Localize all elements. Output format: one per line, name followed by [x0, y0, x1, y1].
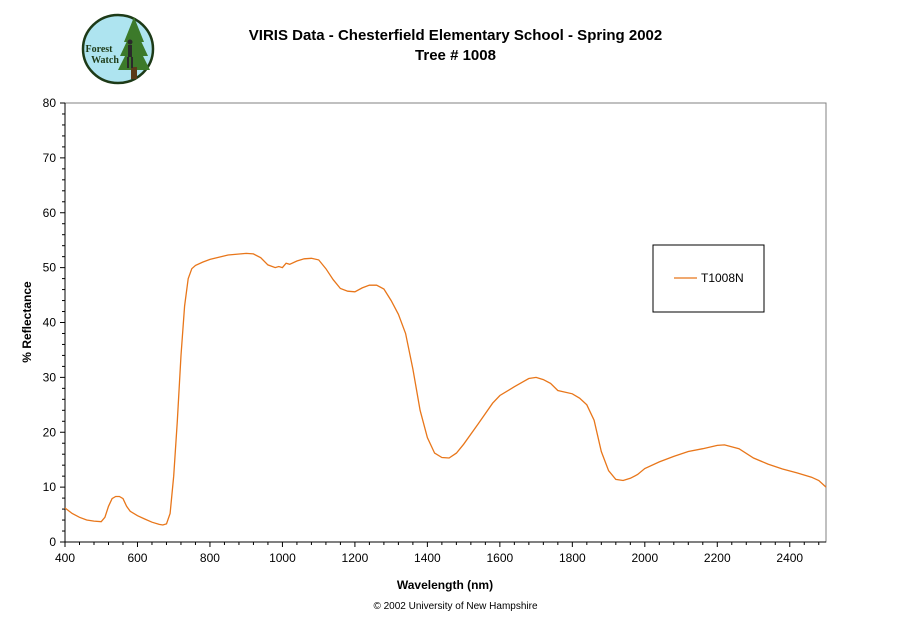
y-tick-label: 40 — [43, 316, 57, 330]
y-axis-label: % Reflectance — [20, 281, 34, 363]
x-tick-label: 400 — [55, 551, 75, 565]
legend-label: T1008N — [701, 271, 744, 285]
x-tick-label: 2400 — [776, 551, 803, 565]
legend: T1008N — [652, 244, 765, 313]
logo-text-watch: Watch — [91, 55, 119, 66]
series-line-t1008n — [64, 252, 827, 526]
person-icon — [127, 39, 133, 68]
y-tick-label: 60 — [43, 206, 57, 220]
forest-watch-logo: Forest Watch — [81, 13, 155, 85]
x-tick-label: 1800 — [559, 551, 586, 565]
x-tick-label: 800 — [200, 551, 220, 565]
legend-box — [652, 244, 765, 313]
y-tick-label: 80 — [43, 96, 57, 110]
y-tick-label: 20 — [43, 425, 57, 439]
chart-title: VIRIS Data - Chesterfield Elementary Sch… — [248, 27, 663, 44]
x-tick-label: 2000 — [631, 551, 658, 565]
x-tick-label: 1400 — [414, 551, 441, 565]
y-tick-label: 30 — [43, 370, 57, 384]
y-axis: 0 10 20 30 40 50 60 70 80 — [43, 96, 66, 549]
y-tick-label: 10 — [43, 480, 57, 494]
x-tick-label: 2200 — [704, 551, 731, 565]
chart-subtitle: Tree # 1008 — [415, 47, 496, 64]
y-tick-label: 70 — [43, 151, 57, 165]
logo-text-forest: Forest — [85, 44, 113, 55]
x-axis-label: Wavelength (nm) — [397, 578, 493, 592]
y-tick-label: 50 — [43, 261, 57, 275]
x-tick-label: 1000 — [269, 551, 296, 565]
x-axis: 400 600 800 1000 1200 1400 1600 1800 2000 2200 240… — [55, 541, 826, 565]
plot-area — [64, 102, 827, 543]
x-tick-label: 600 — [127, 551, 147, 565]
x-tick-label: 1600 — [487, 551, 514, 565]
copyright-footer: © 2002 University of New Hampshire — [373, 601, 538, 612]
tree-icon — [118, 17, 150, 79]
y-tick-label: 0 — [49, 535, 56, 549]
x-tick-label: 1200 — [342, 551, 369, 565]
